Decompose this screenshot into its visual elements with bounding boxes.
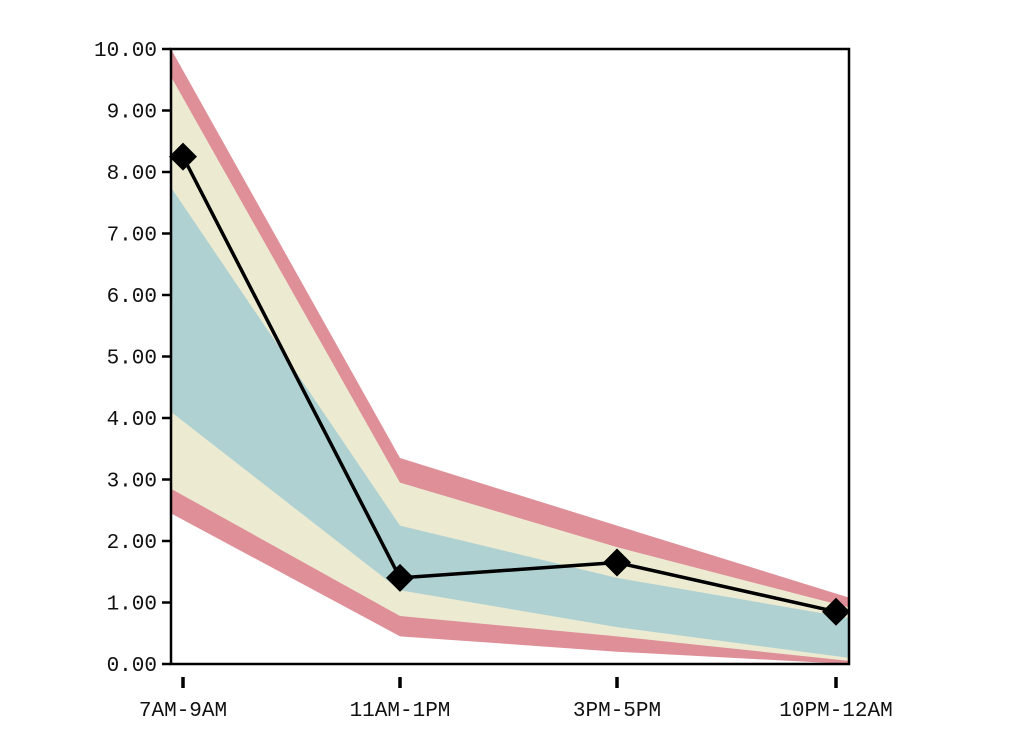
y-tick-label: 1.00 xyxy=(107,594,157,617)
x-tick-label: 11AM-1PM xyxy=(350,700,451,723)
y-tick-label: 10.00 xyxy=(94,40,157,63)
y-tick-label: 7.00 xyxy=(107,225,157,248)
y-tick-label: 0.00 xyxy=(107,655,157,678)
bands-layer xyxy=(171,49,849,664)
y-tick-label: 6.00 xyxy=(107,286,157,309)
y-tick-label: 4.00 xyxy=(107,409,157,432)
series-line xyxy=(181,155,837,614)
y-tick-label: 8.00 xyxy=(107,163,157,186)
data-point xyxy=(169,142,197,171)
x-tick-label: 10PM-12AM xyxy=(779,700,892,723)
markers-layer xyxy=(169,142,850,626)
x-tick-label: 3PM-5PM xyxy=(573,700,661,723)
band-inner xyxy=(171,187,849,658)
data-point xyxy=(822,597,850,626)
y-tick-label: 5.00 xyxy=(107,348,157,371)
x-tick-label: 7AM-9AM xyxy=(139,700,227,723)
data-point xyxy=(603,548,631,577)
y-axis: 0.00 1.00 2.00 3.00 4.00 5.00 6.00 7.00 8.00 9.00… xyxy=(94,40,171,678)
x-axis: 7AM-9AM 11AM-1PM 3PM-5PM 10PM-12AM xyxy=(139,677,893,723)
y-tick-label: 9.00 xyxy=(107,102,157,125)
y-tick-label: 3.00 xyxy=(107,471,157,494)
y-tick-label: 2.00 xyxy=(107,532,157,555)
data-point xyxy=(386,563,414,592)
line-layer xyxy=(181,155,837,614)
